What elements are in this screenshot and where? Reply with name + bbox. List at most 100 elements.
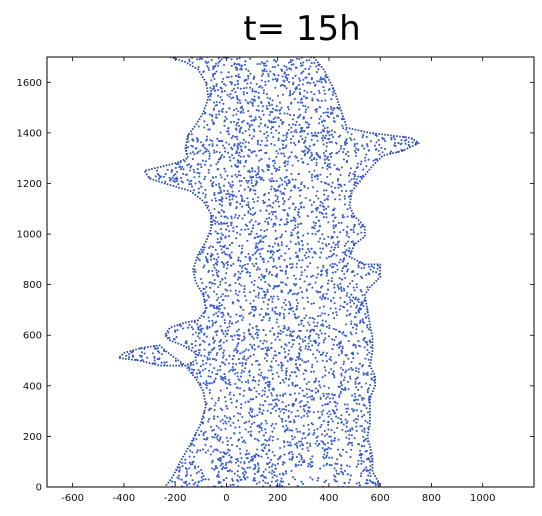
- scatter-point: [212, 428, 215, 431]
- scatter-point: [242, 111, 245, 114]
- scatter-point: [317, 336, 320, 339]
- scatter-point: [323, 238, 326, 241]
- scatter-point: [248, 221, 251, 224]
- scatter-point: [260, 394, 264, 397]
- scatter-point: [286, 265, 289, 268]
- scatter-point: [342, 228, 345, 231]
- scatter-point: [266, 307, 269, 310]
- scatter-point: [319, 247, 322, 250]
- scatter-point: [280, 362, 283, 365]
- scatter-point: [215, 258, 218, 261]
- scatter-point: [293, 292, 296, 295]
- scatter-point: [228, 156, 231, 159]
- scatter-point: [265, 70, 268, 73]
- scatter-point: [263, 229, 266, 233]
- scatter-point: [217, 286, 220, 289]
- scatter-point: [238, 362, 241, 365]
- scatter-point: [225, 197, 228, 200]
- scatter-point: [244, 255, 247, 258]
- scatter-point: [322, 341, 325, 344]
- scatter-point: [284, 252, 287, 255]
- scatter-point: [353, 399, 356, 402]
- scatter-point: [325, 207, 328, 210]
- scatter-point: [307, 360, 310, 363]
- scatter-point: [366, 479, 369, 482]
- scatter-point: [267, 168, 270, 171]
- scatter-point: [285, 87, 288, 90]
- scatter-point: [296, 226, 299, 229]
- scatter-point: [194, 147, 197, 150]
- scatter-point: [268, 244, 271, 247]
- y-tick-label: 0: [36, 483, 42, 494]
- scatter-point: [340, 374, 343, 377]
- scatter-point: [213, 149, 216, 152]
- scatter-point: [275, 217, 278, 220]
- scatter-point: [249, 72, 252, 75]
- scatter-point: [285, 370, 288, 373]
- scatter-point: [188, 58, 191, 61]
- scatter-point: [217, 182, 220, 185]
- scatter-point: [273, 162, 276, 165]
- scatter-point: [326, 126, 329, 129]
- scatter-point: [265, 64, 268, 67]
- scatter-point: [314, 233, 317, 236]
- scatter-point: [201, 359, 204, 362]
- scatter-point: [267, 72, 270, 76]
- scatter-point: [290, 371, 293, 374]
- scatter-point: [262, 240, 265, 243]
- scatter-point: [285, 68, 289, 71]
- scatter-point: [222, 77, 225, 80]
- scatter-point: [262, 179, 265, 182]
- scatter-point: [339, 382, 342, 385]
- scatter-point: [362, 372, 365, 375]
- scatter-point: [324, 79, 327, 82]
- scatter-point: [283, 161, 286, 164]
- scatter-point: [211, 435, 214, 439]
- scatter-point: [343, 244, 346, 247]
- scatter-point: [217, 256, 220, 259]
- scatter-point: [249, 433, 252, 436]
- scatter-point: [214, 401, 217, 405]
- scatter-point: [191, 61, 194, 64]
- scatter-point: [306, 232, 310, 235]
- scatter-point: [230, 217, 233, 220]
- scatter-point: [238, 244, 241, 247]
- scatter-point: [210, 382, 213, 385]
- scatter-point: [221, 312, 224, 315]
- scatter-point: [231, 135, 234, 138]
- scatter-point: [302, 104, 305, 107]
- scatter-point: [353, 149, 356, 152]
- scatter-point: [312, 353, 315, 356]
- scatter-point: [318, 211, 321, 214]
- scatter-point: [266, 462, 269, 465]
- scatter-point: [205, 257, 208, 261]
- scatter-point: [311, 98, 314, 101]
- scatter-point: [219, 131, 222, 134]
- scatter-point: [357, 298, 360, 301]
- scatter-point: [250, 98, 254, 101]
- scatter-point: [260, 287, 263, 290]
- scatter-point: [335, 311, 338, 314]
- scatter-point: [333, 374, 336, 377]
- scatter-point: [264, 220, 267, 223]
- scatter-point: [239, 264, 242, 267]
- scatter-point: [234, 74, 238, 77]
- scatter-point: [307, 68, 310, 71]
- scatter-point: [180, 176, 183, 179]
- scatter-point: [341, 270, 344, 273]
- scatter-point: [158, 357, 161, 360]
- scatter-point: [266, 96, 269, 100]
- scatter-point: [365, 468, 368, 472]
- scatter-point: [211, 139, 214, 143]
- scatter-point: [255, 182, 258, 185]
- scatter-point: [360, 462, 363, 465]
- scatter-point: [177, 163, 180, 166]
- scatter-point: [258, 426, 261, 429]
- scatter-point: [282, 425, 285, 428]
- scatter-point: [217, 457, 220, 461]
- scatter-point: [218, 340, 221, 343]
- scatter-point: [338, 394, 341, 397]
- scatter-point: [202, 315, 205, 318]
- scatter-point: [249, 57, 252, 60]
- scatter-point: [298, 355, 301, 358]
